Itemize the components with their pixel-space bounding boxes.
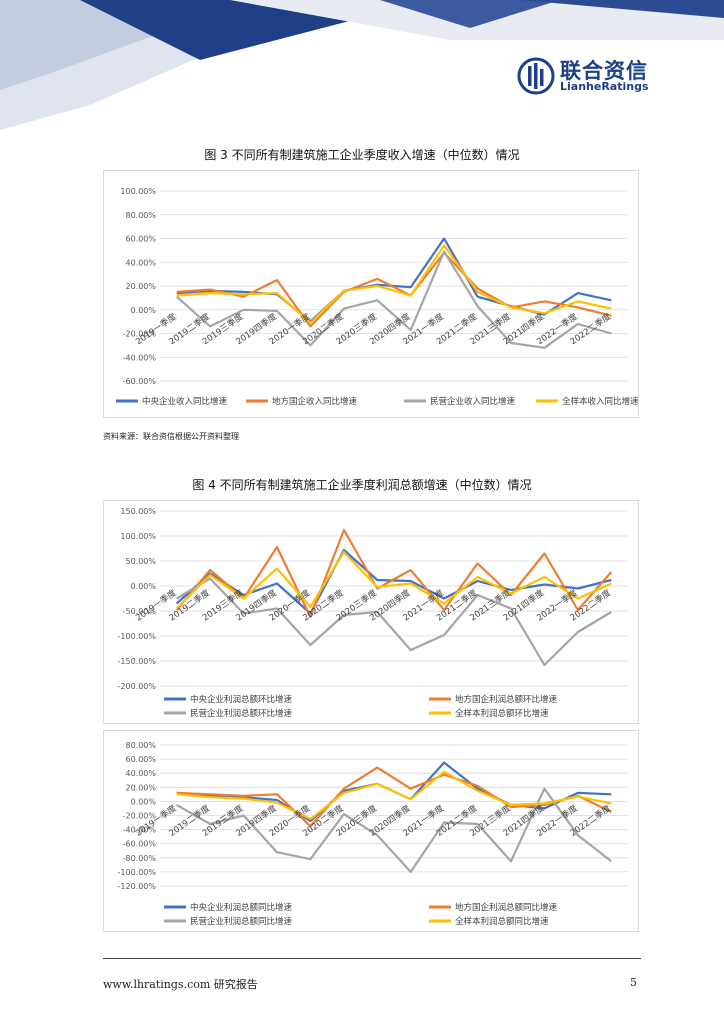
y-tick-label: -50.00% bbox=[123, 607, 157, 616]
series-line-all bbox=[176, 770, 612, 821]
legend-label-local: 地方国企收入同比增速 bbox=[272, 396, 358, 407]
y-tick-label: -40.00% bbox=[123, 826, 157, 835]
series-line-all bbox=[176, 244, 612, 324]
profit-yoy-growth-chart: -120.00% -100.00% -80.00% -60.00% -40.00% -20… bbox=[103, 730, 639, 932]
series-line-local bbox=[175, 528, 613, 619]
legend-label-local: 地方国企利润总额同比增速 bbox=[455, 902, 558, 913]
figure-3-title: 图 3 不同所有制建筑施工企业季度收入增速（中位数）情况 bbox=[204, 148, 520, 162]
y-tick-label: -200.00% bbox=[118, 682, 157, 691]
y-tick-label: 50.00% bbox=[125, 557, 156, 566]
y-tick-label: -60.00% bbox=[123, 840, 157, 849]
series-line-private bbox=[176, 787, 612, 873]
header-decoration bbox=[0, 0, 724, 130]
y-tick-label: -100.00% bbox=[118, 868, 157, 877]
series-line-local bbox=[176, 766, 612, 828]
footer-divider bbox=[103, 958, 641, 959]
y-tick-label: 100.00% bbox=[120, 532, 156, 541]
profit-qoq-growth-chart: -200.00% -150.00% -100.00% -50.00% 0.00% 50.0… bbox=[103, 500, 639, 724]
y-tick-label: 60.00% bbox=[125, 235, 156, 244]
legend-label-all: 全样本收入同比增速 bbox=[562, 396, 638, 407]
series-line-all bbox=[175, 550, 612, 610]
chart-svg: -120.00% -100.00% -80.00% -60.00% -40.00% -20… bbox=[118, 741, 628, 927]
y-tick-label: 0.00% bbox=[131, 306, 157, 315]
chart-svg: -60.00% -40.00% -20.00% 0.00% 20.00% 40.00% 60… bbox=[116, 187, 638, 407]
lianhe-logo-icon bbox=[517, 57, 555, 95]
series-line-private bbox=[176, 577, 612, 667]
y-tick-label: 0.00% bbox=[131, 582, 157, 591]
y-tick-label: 150.00% bbox=[120, 507, 156, 516]
y-tick-label: 40.00% bbox=[125, 769, 156, 778]
y-tick-label: 100.00% bbox=[120, 187, 156, 196]
y-tick-label: 60.00% bbox=[125, 755, 156, 764]
y-tick-label: -40.00% bbox=[123, 353, 157, 362]
legend-label-private: 民营企业收入同比增速 bbox=[430, 396, 516, 407]
legend-label-all: 全样本利润总额环比增速 bbox=[455, 708, 549, 719]
chart-svg: -200.00% -150.00% -100.00% -50.00% 0.00% 50.0… bbox=[118, 507, 628, 719]
y-tick-label: 20.00% bbox=[125, 783, 156, 792]
series-line-central bbox=[176, 237, 612, 323]
y-tick-label: 80.00% bbox=[125, 211, 156, 220]
legend-label-central: 中央企业利润总额环比增速 bbox=[190, 694, 293, 705]
y-tick-label: -80.00% bbox=[123, 854, 157, 863]
y-tick-label: -20.00% bbox=[123, 330, 157, 339]
logo-english-name: LianheRatings bbox=[560, 80, 649, 93]
y-tick-label: 20.00% bbox=[125, 282, 156, 291]
y-tick-label: -150.00% bbox=[118, 657, 157, 666]
figure-4-title: 图 4 不同所有制建筑施工企业季度利润总额增速（中位数）情况 bbox=[192, 478, 532, 492]
legend-label-all: 全样本利润总额同比增速 bbox=[455, 916, 549, 927]
legend-label-private: 民营企业利润总额同比增速 bbox=[190, 916, 293, 927]
legend-label-local: 地方国企利润总额环比增速 bbox=[455, 694, 558, 705]
legend-label-central: 中央企业利润总额同比增速 bbox=[190, 902, 293, 913]
y-tick-label: -20.00% bbox=[123, 812, 157, 821]
y-tick-label: 0.00% bbox=[131, 797, 157, 806]
y-tick-label: 40.00% bbox=[125, 258, 156, 267]
y-tick-label: -120.00% bbox=[118, 882, 157, 891]
y-tick-label: 80.00% bbox=[125, 741, 156, 750]
y-tick-label: -60.00% bbox=[123, 377, 157, 386]
data-source-note: 资料来源：联合资信根据公开资料整理 bbox=[103, 432, 239, 441]
logo-chinese-name: 联合资信 bbox=[560, 59, 648, 83]
legend-label-central: 中央企业收入同比增速 bbox=[142, 396, 228, 407]
legend-label-private: 民营企业利润总额环比增速 bbox=[190, 708, 293, 719]
footer-site: www.lhratings.com 研究报告 bbox=[103, 978, 258, 991]
page-number: 5 bbox=[630, 976, 637, 989]
revenue-growth-chart: -60.00% -40.00% -20.00% 0.00% 20.00% 40.00% 60… bbox=[103, 170, 639, 418]
y-tick-label: -100.00% bbox=[118, 632, 157, 641]
series-line-private bbox=[175, 250, 612, 349]
